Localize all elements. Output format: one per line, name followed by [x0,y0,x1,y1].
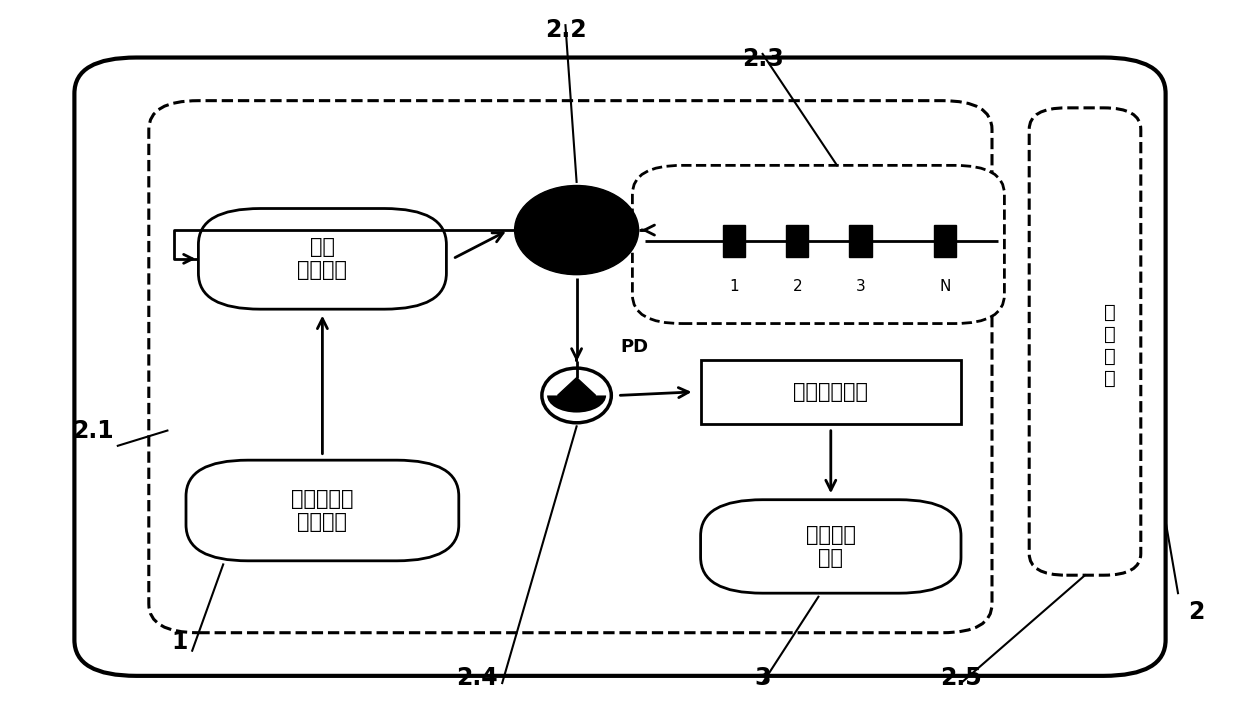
Text: 2.3: 2.3 [742,47,784,70]
Bar [701,360,961,424]
Text: 3: 3 [856,278,866,293]
Bar [786,224,808,257]
Bar [849,224,872,257]
Text: 2.5: 2.5 [940,667,982,690]
FancyBboxPatch shape [632,165,1004,324]
Text: 格雷码脉冲
发生模块: 格雷码脉冲 发生模块 [291,489,353,532]
Text: 2.4: 2.4 [456,667,498,690]
Text: 2: 2 [1188,600,1205,624]
FancyBboxPatch shape [198,209,446,309]
FancyBboxPatch shape [1029,108,1141,575]
Text: PD: PD [620,338,649,356]
Text: 光
路
模
块: 光 路 模 块 [1104,303,1116,388]
Text: 1: 1 [729,278,739,293]
Bar [934,224,956,257]
Text: 信号采集模块: 信号采集模块 [794,382,868,402]
Text: 2: 2 [792,278,802,293]
FancyBboxPatch shape [149,101,992,633]
Text: N: N [939,278,951,293]
Text: 信号处理
模块: 信号处理 模块 [806,525,856,568]
FancyBboxPatch shape [186,460,459,561]
FancyBboxPatch shape [701,500,961,593]
Wedge shape [547,395,606,413]
Ellipse shape [515,186,639,275]
Polygon shape [558,377,595,395]
Text: 可调
窄带光源: 可调 窄带光源 [298,237,347,280]
Text: 3: 3 [754,667,771,690]
FancyBboxPatch shape [74,58,1166,676]
Ellipse shape [542,368,611,423]
Text: 2.1: 2.1 [72,419,114,444]
Bar [723,224,745,257]
Text: 1: 1 [171,631,188,654]
Text: 2.2: 2.2 [544,18,587,42]
